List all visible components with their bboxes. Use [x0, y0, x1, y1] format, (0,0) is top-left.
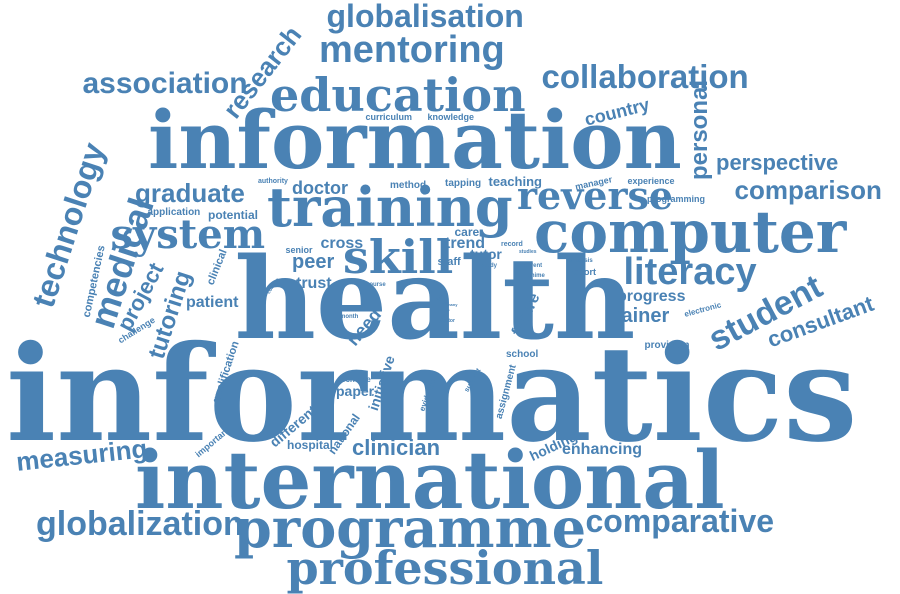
word-globalization: globalization [36, 505, 244, 543]
word-factor: factor [441, 317, 455, 324]
word-globalisation: globalisation [326, 0, 524, 34]
word-doctor: doctor [292, 178, 348, 198]
word-method: method [390, 180, 427, 191]
word-patient: patient [186, 294, 239, 311]
word-trust: trust [296, 275, 332, 292]
word-paper: paper [336, 383, 375, 399]
word-knowledge: knowledge [427, 111, 475, 122]
word-tapping: tapping [445, 178, 482, 189]
word-cross: cross [320, 235, 364, 252]
word-international: international [135, 433, 725, 527]
word-enhancing: enhancing [562, 441, 643, 458]
word-provision: provision [644, 340, 690, 351]
word-graduate: graduate [135, 178, 245, 208]
word-teaching: teaching [488, 173, 542, 189]
word-studies: studies [519, 248, 537, 255]
word-health: health [234, 234, 636, 365]
word-curriculum: curriculum [365, 111, 413, 122]
word-trend: trend [445, 235, 485, 252]
word-care: care [454, 225, 480, 239]
word-programming: programming [647, 193, 706, 204]
word-study: study [481, 263, 498, 269]
word-trainer: trainer [607, 305, 670, 327]
word-perspective: perspective [716, 150, 839, 175]
word-collaboration: collaboration [541, 57, 749, 95]
word-many: many [447, 302, 458, 307]
word-peer: peer [292, 251, 335, 273]
word-tutor: tutor [470, 246, 502, 262]
word-record: record [501, 240, 523, 248]
word-clinician: clinician [352, 435, 441, 460]
word-report: report [570, 266, 597, 277]
word-current: current [521, 263, 543, 269]
word-skill: skill [343, 230, 454, 284]
word-mentoring: mentoring [319, 29, 505, 71]
word-information: information [148, 93, 682, 187]
word-informatics: informatics [6, 317, 858, 472]
word-use: use [441, 300, 449, 305]
word-literacy: literacy [623, 251, 757, 293]
word-system: system [110, 211, 266, 258]
word-staff: staff [437, 255, 461, 268]
word-month: month [340, 314, 359, 320]
word-potential: potential [208, 208, 258, 222]
word-experience: experience [627, 175, 675, 186]
word-programme: programme [234, 496, 587, 560]
word-training: training [267, 175, 513, 239]
word-comparative: comparative [585, 503, 775, 539]
word-authority: authority [258, 177, 288, 185]
word-course: course [366, 282, 386, 288]
word-scheme: scheme [341, 375, 371, 384]
word-comparison: comparison [734, 175, 882, 205]
word-association: association [82, 67, 248, 100]
word-senior: senior [285, 244, 313, 255]
word-education: education [270, 68, 526, 122]
word-professional: professional [286, 541, 604, 594]
word-progress: progress [617, 288, 686, 305]
word-analysis: analysis [569, 258, 593, 264]
word-application: application [147, 207, 201, 218]
word-personal: personal [686, 79, 714, 181]
word-school: school [506, 349, 539, 360]
word-hospital: hospital [287, 438, 334, 452]
word-chime: chime [527, 273, 545, 279]
word-reverse: reverse [517, 173, 674, 218]
word-computer: computer [534, 198, 847, 266]
